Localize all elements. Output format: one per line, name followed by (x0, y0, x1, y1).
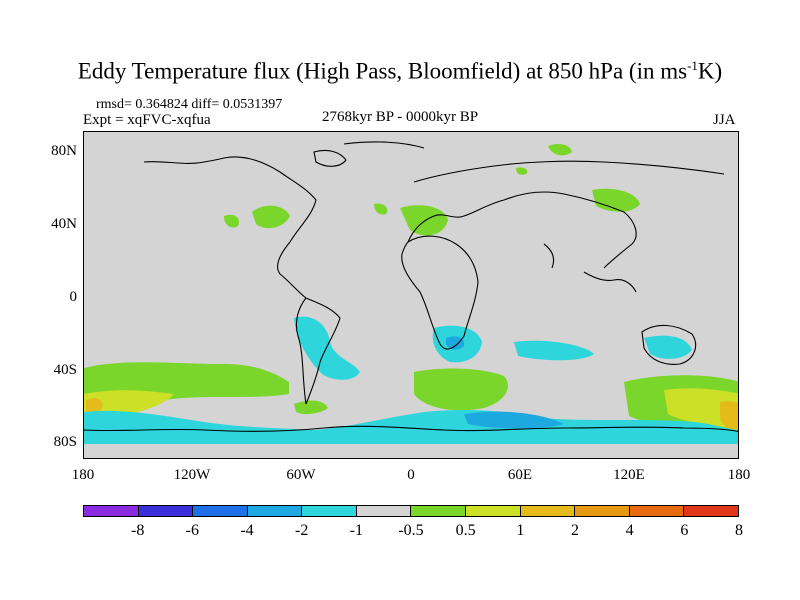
coastlines (84, 141, 738, 433)
flux-region-antarctic-cyan (84, 410, 738, 444)
x-tick-label: 60W (286, 467, 316, 483)
colorbar (83, 505, 739, 517)
flux-region-australia (644, 335, 692, 359)
flux-region-atlantic-small (374, 203, 388, 215)
x-tick-label: 180 (727, 467, 751, 483)
colorbar-label: -6 (185, 522, 199, 539)
colorbar-label: 2 (571, 522, 579, 539)
flux-region-europe (400, 205, 448, 236)
flux-region-south-africa-core (446, 336, 465, 350)
colorbar-label: 6 (680, 522, 689, 539)
colorbar-label: 0.5 (455, 522, 476, 539)
colorbar-box (629, 506, 685, 516)
colorbar-box (356, 506, 412, 516)
flux-region-siberia (516, 167, 528, 175)
flux-region-north-america (252, 205, 290, 229)
colorbar-box (84, 506, 139, 516)
chart-title: Eddy Temperature flux (High Pass, Bloomf… (77, 58, 723, 84)
colorbar-box (520, 506, 576, 516)
colorbar-label: 8 (735, 522, 743, 539)
stats-label: rmsd= 0.364824 diff= 0.0531397 (96, 97, 283, 112)
colorbar-label: 4 (625, 522, 634, 539)
flux-region-south-america (294, 316, 360, 380)
experiment-label: Expt = xqFVC-xqfua (83, 112, 211, 128)
flux-region-north-atlantic (224, 214, 240, 228)
x-tick-label: 120W (173, 467, 211, 483)
flux-region-south-indian-orange (720, 401, 738, 432)
colorbar-box (575, 506, 630, 516)
flux-region-antarctic-blue (464, 411, 564, 429)
flux-region-asia (592, 188, 640, 212)
y-tick-label: 80N (51, 143, 77, 159)
y-tick-label: 40N (51, 216, 77, 232)
x-tick-label: 180 (71, 467, 95, 483)
flux-region-south-atlantic (414, 368, 508, 411)
colorbar-box (411, 506, 467, 516)
flux-region-south-indian-yellow (664, 388, 738, 428)
colorbar-box (466, 506, 521, 516)
flux-region-drake-green (294, 400, 328, 415)
colorbar-box (193, 506, 248, 516)
map-plot-area (83, 131, 739, 459)
colorbar-label: -8 (130, 522, 145, 539)
colorbar-label: -2 (294, 522, 309, 539)
x-tick-label: 0 (407, 467, 415, 483)
colorbar-label: -4 (240, 522, 254, 539)
flux-region-arctic (548, 144, 572, 156)
flux-region-indian-ocean (514, 340, 594, 361)
season-label: JJA (713, 112, 736, 128)
y-tick-label: 40S (53, 362, 77, 378)
colorbar-box (138, 506, 194, 516)
x-tick-label: 60E (507, 467, 533, 483)
colorbar-label: -1 (349, 522, 363, 539)
y-tick-label: 0 (69, 289, 78, 305)
period-label: 2768kyr BP - 0000kyr BP (322, 109, 479, 125)
x-tick-label: 120E (613, 467, 645, 483)
colorbar-box (302, 506, 357, 516)
colorbar-box (247, 506, 303, 516)
y-tick-label: 80S (53, 434, 77, 450)
colorbar-label: -0.5 (398, 522, 424, 539)
map-field (84, 141, 738, 444)
colorbar-label: 1 (516, 522, 525, 539)
colorbar-box (684, 506, 738, 516)
